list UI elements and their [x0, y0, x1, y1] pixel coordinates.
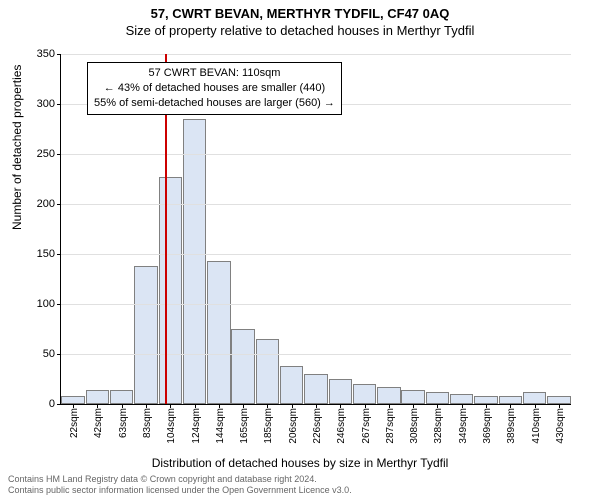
x-tick-label: 83sqm — [142, 408, 153, 438]
x-tick-label: 226sqm — [312, 408, 323, 444]
x-tick-label: 287sqm — [385, 408, 396, 444]
histogram-bar — [86, 390, 109, 404]
chart-title-line1: 57, CWRT BEVAN, MERTHYR TYDFIL, CF47 0AQ — [0, 6, 600, 21]
x-tick-label: 267sqm — [361, 408, 372, 444]
title-block: 57, CWRT BEVAN, MERTHYR TYDFIL, CF47 0AQ… — [0, 0, 600, 38]
x-tick-label: 185sqm — [263, 408, 274, 444]
x-tick-label: 22sqm — [69, 408, 80, 438]
x-tick-label: 63sqm — [118, 408, 129, 438]
histogram-bar — [353, 384, 376, 404]
histogram-bar — [499, 396, 522, 404]
x-tick-label: 42sqm — [93, 408, 104, 438]
histogram-bar — [280, 366, 303, 404]
y-tick-label: 100 — [21, 298, 55, 310]
x-tick-label: 104sqm — [166, 408, 177, 444]
gridline — [61, 204, 571, 205]
footer-line-2: Contains public sector information licen… — [8, 485, 352, 496]
x-tick-label: 369sqm — [482, 408, 493, 444]
gridline — [61, 254, 571, 255]
histogram-bar — [377, 387, 400, 404]
histogram-bar — [329, 379, 352, 404]
histogram-bar — [450, 394, 473, 404]
x-tick-label: 144sqm — [215, 408, 226, 444]
x-tick-label: 246sqm — [336, 408, 347, 444]
footer-attribution: Contains HM Land Registry data © Crown c… — [8, 474, 352, 497]
plot-area: 05010015020025030035022sqm42sqm63sqm83sq… — [60, 54, 571, 405]
gridline — [61, 354, 571, 355]
x-axis-label: Distribution of detached houses by size … — [0, 456, 600, 470]
histogram-bar — [401, 390, 424, 404]
y-tick-label: 50 — [21, 348, 55, 360]
x-tick-label: 430sqm — [555, 408, 566, 444]
annotation-line: ← 43% of detached houses are smaller (44… — [94, 81, 335, 96]
y-tick-label: 200 — [21, 198, 55, 210]
histogram-bar — [61, 396, 84, 404]
x-tick-label: 124sqm — [191, 408, 202, 444]
x-tick-label: 206sqm — [288, 408, 299, 444]
x-tick-label: 349sqm — [458, 408, 469, 444]
y-tick-label: 0 — [21, 398, 55, 410]
x-tick-label: 389sqm — [506, 408, 517, 444]
histogram-bar — [110, 390, 133, 404]
gridline — [61, 304, 571, 305]
x-tick-label: 165sqm — [239, 408, 250, 444]
x-tick-label: 308sqm — [409, 408, 420, 444]
histogram-bar — [183, 119, 206, 404]
y-tick-label: 350 — [21, 48, 55, 60]
chart-container: 57, CWRT BEVAN, MERTHYR TYDFIL, CF47 0AQ… — [0, 0, 600, 500]
footer-line-1: Contains HM Land Registry data © Crown c… — [8, 474, 352, 485]
y-tick-label: 300 — [21, 98, 55, 110]
annotation-line: 57 CWRT BEVAN: 110sqm — [94, 66, 335, 81]
y-tick-label: 250 — [21, 148, 55, 160]
chart-title-line2: Size of property relative to detached ho… — [0, 23, 600, 38]
annotation-box: 57 CWRT BEVAN: 110sqm← 43% of detached h… — [87, 62, 342, 115]
histogram-bar — [304, 374, 327, 404]
histogram-bar — [134, 266, 157, 404]
y-tick-label: 150 — [21, 248, 55, 260]
x-tick-label: 328sqm — [433, 408, 444, 444]
gridline — [61, 54, 571, 55]
annotation-line: 55% of semi-detached houses are larger (… — [94, 96, 335, 111]
histogram-bar — [426, 392, 449, 404]
histogram-bar — [207, 261, 230, 404]
histogram-bar — [256, 339, 279, 404]
histogram-bar — [474, 396, 497, 404]
gridline — [61, 154, 571, 155]
histogram-bar — [523, 392, 546, 404]
histogram-bar — [547, 396, 570, 404]
histogram-bar — [231, 329, 254, 404]
x-tick-label: 410sqm — [531, 408, 542, 444]
histogram-bar — [159, 177, 182, 404]
